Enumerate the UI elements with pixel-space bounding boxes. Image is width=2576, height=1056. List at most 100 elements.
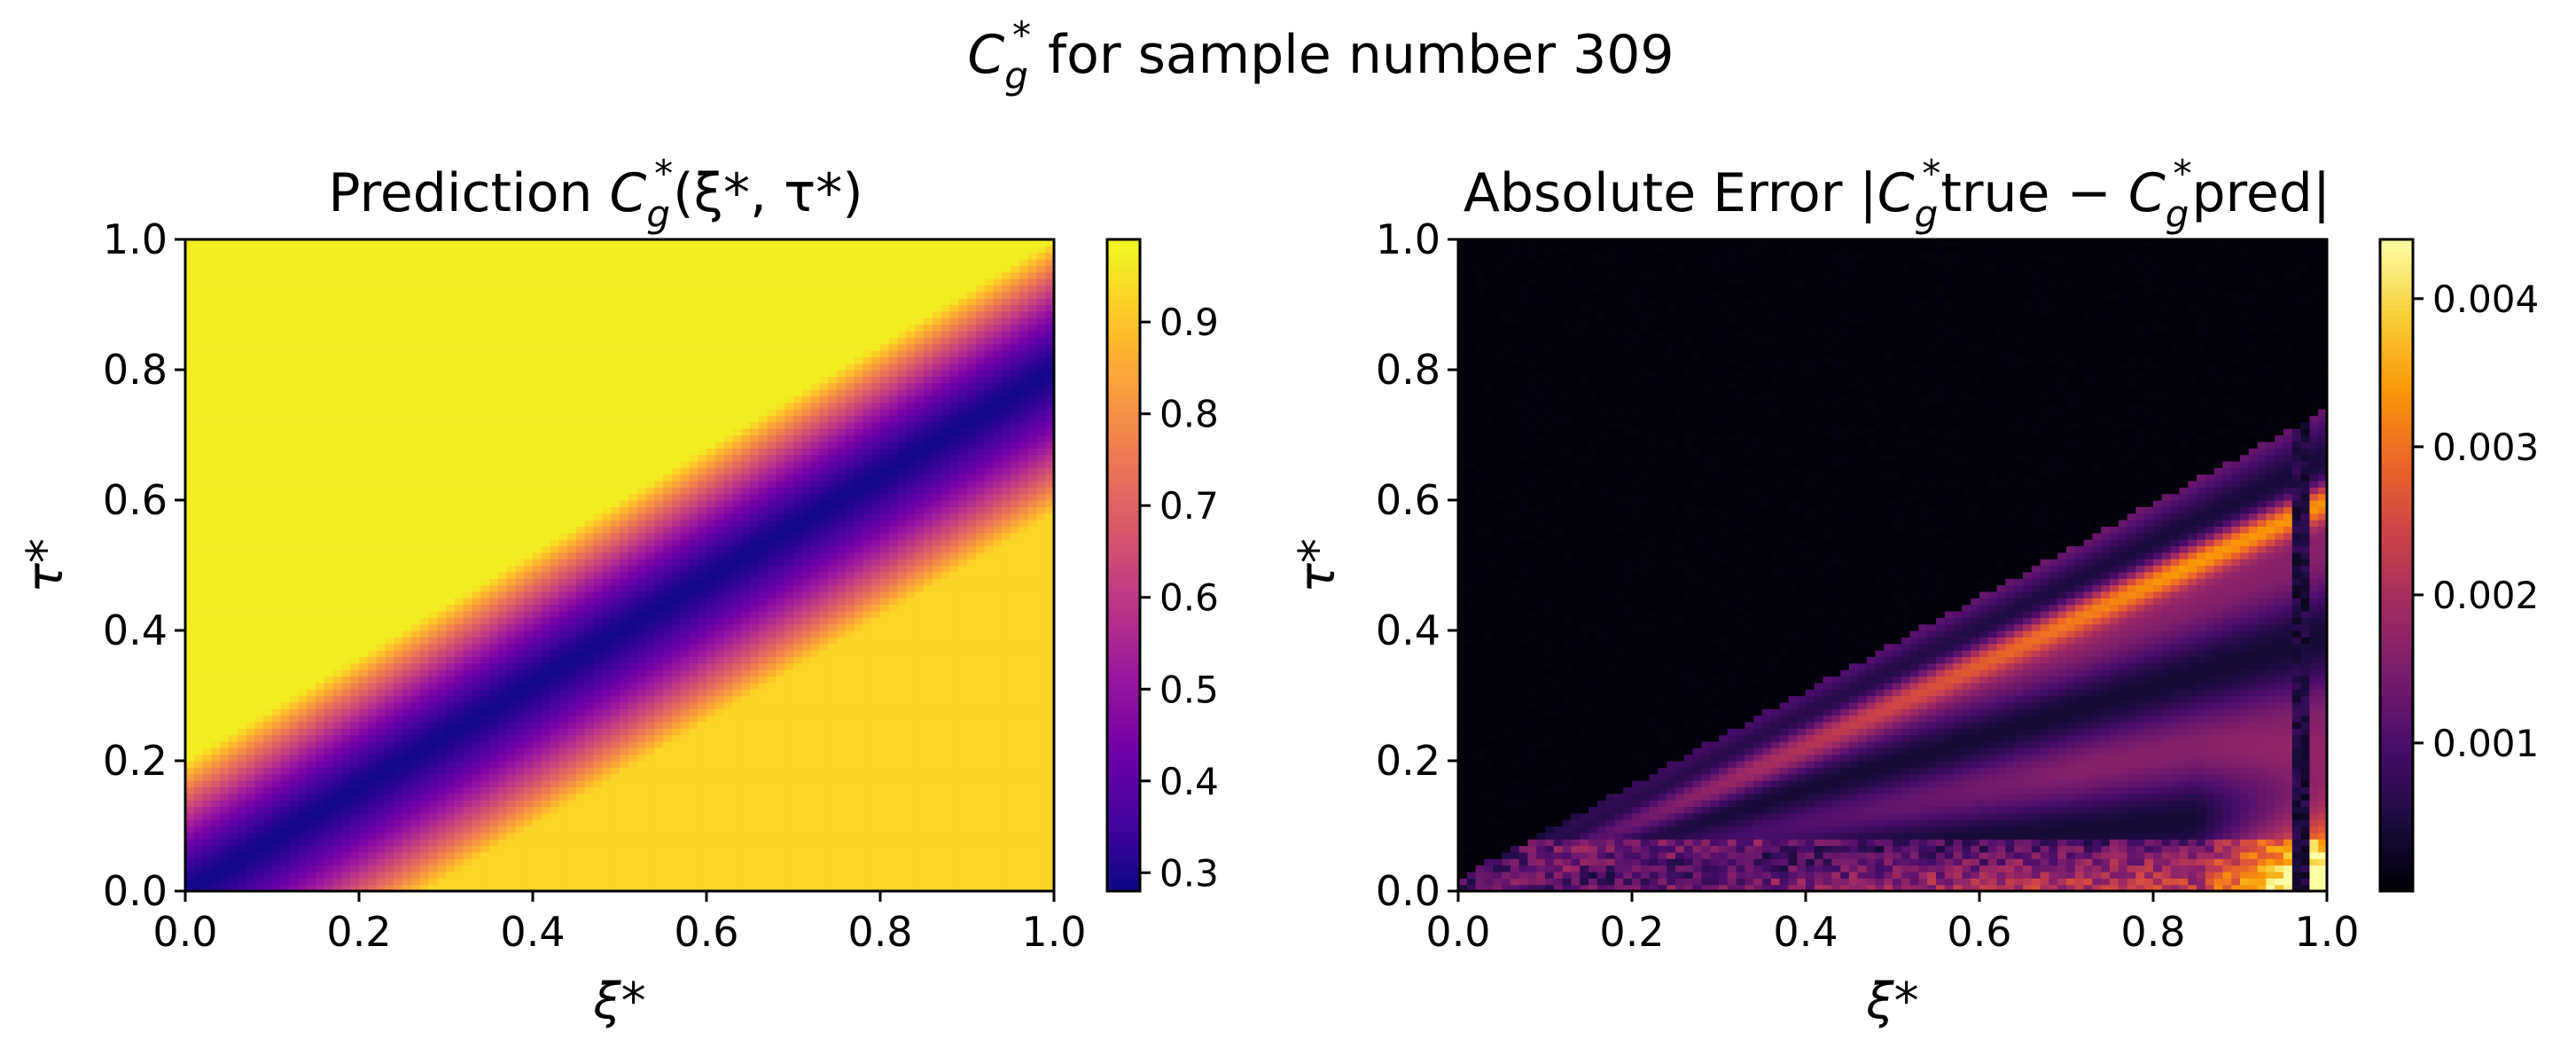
- heatmap-cell: [1028, 786, 1037, 794]
- heatmap-cell: [602, 761, 611, 768]
- heatmap-cell: [455, 846, 464, 853]
- heatmap-cell: [689, 605, 698, 612]
- heatmap-cell: [246, 800, 255, 807]
- heatmap-cell: [420, 566, 429, 573]
- heatmap-cell: [1002, 572, 1011, 579]
- heatmap-cell: [350, 846, 359, 853]
- heatmap-cell: [229, 585, 238, 592]
- heatmap-cell: [924, 708, 933, 716]
- heatmap-cell: [316, 728, 324, 735]
- heatmap-cell: [898, 637, 907, 644]
- heatmap-cell: [1019, 833, 1028, 840]
- heatmap-cell: [594, 578, 603, 585]
- heatmap-cell: [863, 591, 871, 598]
- heatmap-cell: [420, 624, 429, 631]
- heatmap-cell: [793, 663, 802, 670]
- heatmap-cell: [402, 767, 411, 774]
- heatmap-cell: [681, 637, 690, 644]
- heatmap-cell: [594, 598, 603, 605]
- heatmap-cell: [394, 585, 402, 592]
- heatmap-cell: [1002, 644, 1011, 651]
- heatmap-cell: [967, 794, 976, 801]
- heatmap-cell: [898, 656, 907, 663]
- heatmap-cell: [307, 774, 316, 781]
- heatmap-cell: [246, 676, 255, 683]
- heatmap-cell: [515, 755, 524, 762]
- heatmap-cell: [254, 630, 263, 638]
- heatmap-cell: [741, 663, 750, 670]
- heatmap-cell: [768, 663, 777, 670]
- heatmap-cell: [394, 858, 402, 865]
- heatmap-cell: [185, 741, 194, 748]
- heatmap-cell: [341, 644, 350, 651]
- heatmap-cell: [949, 591, 958, 598]
- heatmap-cell: [602, 872, 611, 879]
- heatmap-cell: [898, 689, 907, 696]
- heatmap-cell: [1028, 708, 1037, 716]
- heatmap-cell: [211, 617, 220, 624]
- heatmap-cell: [515, 566, 524, 573]
- heatmap-cell: [750, 566, 759, 573]
- heatmap-cell: [576, 794, 585, 801]
- heatmap-cell: [394, 637, 402, 644]
- heatmap-cell: [324, 566, 333, 573]
- heatmap-cell: [316, 702, 324, 709]
- heatmap-cell: [828, 767, 837, 774]
- heatmap-cell: [307, 702, 316, 709]
- heatmap-cell: [1019, 839, 1028, 846]
- heatmap-cell: [515, 813, 524, 820]
- heatmap-cell: [437, 617, 446, 624]
- heatmap-cell: [819, 669, 828, 677]
- heatmap-cell: [533, 780, 542, 787]
- heatmap-cell: [1002, 747, 1011, 755]
- heatmap-cell: [515, 794, 524, 801]
- heatmap-cell: [333, 605, 342, 612]
- heatmap-cell: [1028, 611, 1037, 618]
- heatmap-cell: [324, 591, 333, 598]
- heatmap-cell: [420, 663, 429, 670]
- heatmap-cell: [576, 741, 585, 748]
- heatmap-cell: [855, 852, 863, 859]
- heatmap-cell: [750, 669, 759, 677]
- heatmap-cell: [1028, 858, 1037, 865]
- heatmap-cell: [576, 696, 585, 703]
- heatmap-cell: [1028, 794, 1037, 801]
- heatmap-cell: [455, 852, 464, 859]
- heatmap-cell: [880, 774, 889, 781]
- heatmap-cell: [1036, 624, 1045, 631]
- heatmap-cell: [846, 747, 855, 755]
- heatmap-cell: [533, 839, 542, 846]
- heatmap-cell: [750, 780, 759, 787]
- heatmap-cell: [333, 598, 342, 605]
- heatmap-cell: [464, 858, 472, 865]
- heatmap-cell: [785, 806, 793, 813]
- heatmap-cell: [949, 852, 958, 859]
- heatmap-cell: [385, 644, 394, 651]
- heatmap-cell: [272, 722, 281, 729]
- heatmap-cell: [558, 839, 567, 846]
- heatmap-cell: [811, 716, 820, 723]
- heatmap-cell: [871, 774, 880, 781]
- heatmap-cell: [290, 761, 299, 768]
- heatmap-cell: [194, 774, 203, 781]
- heatmap-cell: [768, 591, 777, 598]
- heatmap-cell: [1002, 833, 1011, 840]
- heatmap-cell: [341, 683, 350, 690]
- heatmap-cell: [628, 572, 637, 579]
- heatmap-cell: [211, 780, 220, 787]
- heatmap-cell: [246, 696, 255, 703]
- heatmap-cell: [689, 637, 698, 644]
- heatmap-cell: [316, 637, 324, 644]
- heatmap-cell: [819, 767, 828, 774]
- heatmap-cell: [741, 767, 750, 774]
- heatmap-cell: [681, 839, 690, 846]
- heatmap-cell: [941, 683, 950, 690]
- heatmap-cell: [558, 813, 567, 820]
- heatmap-cell: [341, 780, 350, 787]
- heatmap-cell: [698, 813, 706, 820]
- heatmap-cell: [1011, 865, 1019, 872]
- heatmap-cell: [307, 747, 316, 755]
- heatmap-cell: [480, 644, 489, 651]
- heatmap-cell: [689, 839, 698, 846]
- heatmap-cell: [1002, 637, 1011, 644]
